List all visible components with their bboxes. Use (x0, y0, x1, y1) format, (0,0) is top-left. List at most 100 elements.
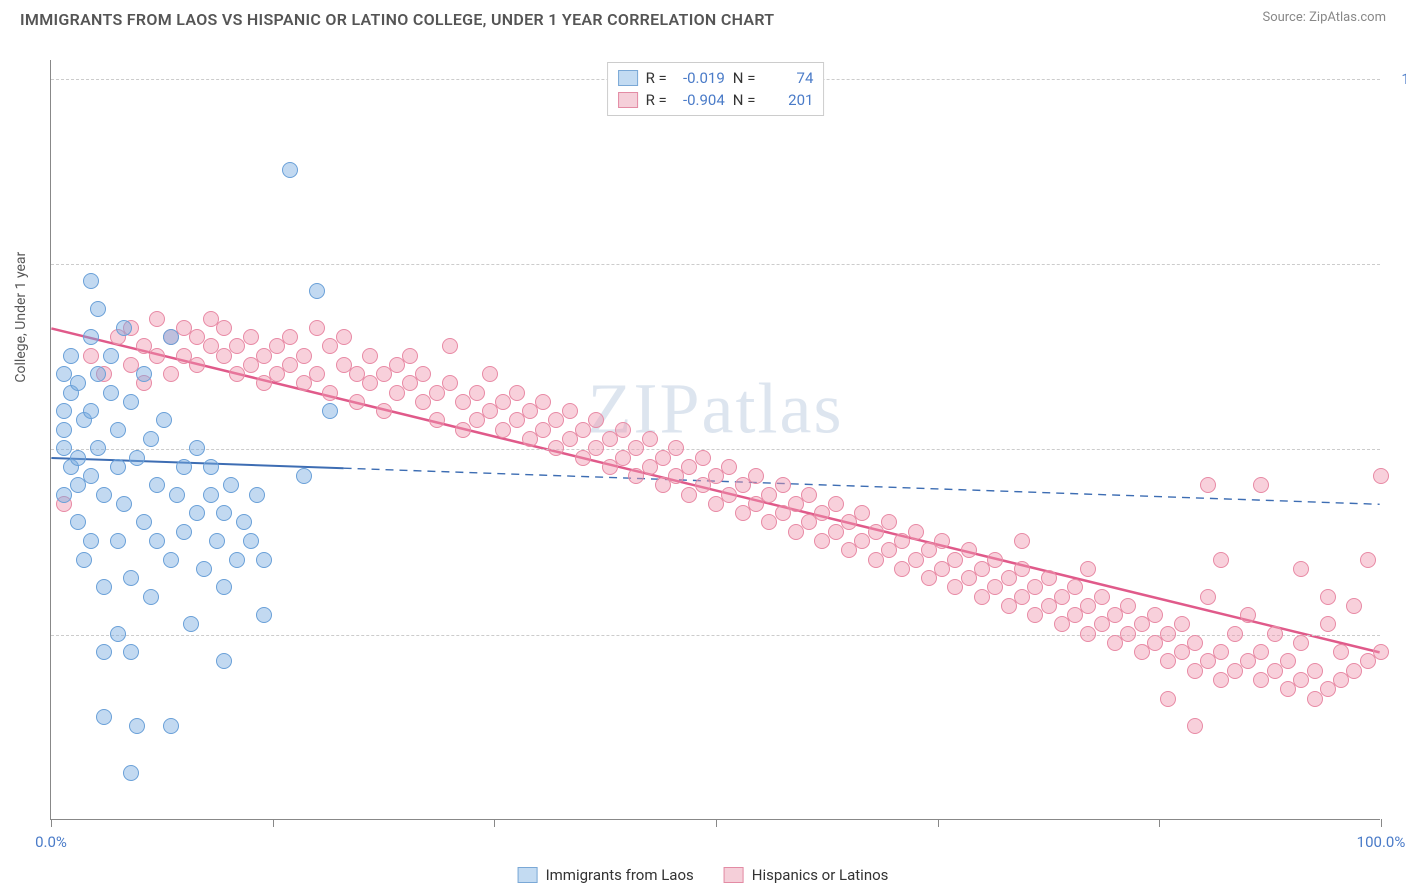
data-point (163, 329, 179, 345)
data-point (1293, 561, 1309, 577)
data-point (349, 394, 365, 410)
data-point (110, 533, 126, 549)
data-point (149, 311, 165, 327)
data-point (1267, 626, 1283, 642)
data-point (668, 440, 684, 456)
data-point (243, 533, 259, 549)
x-tick (273, 819, 274, 827)
data-point (1014, 561, 1030, 577)
data-point (123, 570, 139, 586)
data-point (163, 552, 179, 568)
data-point (1174, 616, 1190, 632)
data-point (1280, 653, 1296, 669)
header: IMMIGRANTS FROM LAOS VS HISPANIC OR LATI… (0, 0, 1406, 35)
legend-n-stat: N =74 (733, 69, 814, 87)
data-point (1200, 477, 1216, 493)
x-tick (51, 819, 52, 827)
legend-label: Immigrants from Laos (546, 866, 694, 884)
legend-stat-row: R =-0.904N =201 (618, 89, 814, 111)
data-point (1293, 635, 1309, 651)
data-point (63, 348, 79, 364)
data-point (223, 477, 239, 493)
data-point (236, 514, 252, 530)
data-point (256, 607, 272, 623)
data-point (1213, 644, 1229, 660)
data-point (309, 366, 325, 382)
x-tick (938, 819, 939, 827)
data-point (748, 468, 764, 484)
data-point (116, 320, 132, 336)
data-point (1333, 644, 1349, 660)
data-point (282, 329, 298, 345)
data-point (1200, 589, 1216, 605)
data-point (96, 487, 112, 503)
x-tick (1381, 819, 1382, 827)
x-tick (494, 819, 495, 827)
data-point (1253, 644, 1269, 660)
data-point (376, 403, 392, 419)
legend-item: Hispanics or Latinos (724, 866, 889, 884)
data-point (1373, 468, 1389, 484)
data-point (90, 440, 106, 456)
data-point (209, 533, 225, 549)
data-point (775, 477, 791, 493)
data-point (96, 644, 112, 660)
data-point (469, 385, 485, 401)
data-point (249, 487, 265, 503)
data-point (70, 514, 86, 530)
data-point (136, 366, 152, 382)
trend-lines-layer (51, 60, 1380, 819)
data-point (143, 589, 159, 605)
legend-label: Hispanics or Latinos (752, 866, 889, 884)
data-point (83, 329, 99, 345)
data-point (103, 385, 119, 401)
data-point (96, 709, 112, 725)
data-point (296, 468, 312, 484)
data-point (143, 431, 159, 447)
data-point (535, 394, 551, 410)
data-point (123, 644, 139, 660)
data-point (987, 552, 1003, 568)
data-point (1187, 718, 1203, 734)
gridline (51, 449, 1380, 450)
data-point (1360, 552, 1376, 568)
data-point (1213, 552, 1229, 568)
data-point (402, 348, 418, 364)
data-point (442, 338, 458, 354)
data-point (1240, 607, 1256, 623)
data-point (136, 514, 152, 530)
data-point (322, 403, 338, 419)
chart-title: IMMIGRANTS FROM LAOS VS HISPANIC OR LATI… (20, 10, 774, 29)
data-point (149, 348, 165, 364)
data-point (854, 505, 870, 521)
legend-swatch (618, 92, 638, 108)
data-point (83, 533, 99, 549)
data-point (169, 487, 185, 503)
data-point (1094, 589, 1110, 605)
data-point (415, 366, 431, 382)
data-point (881, 514, 897, 530)
source-attribution: Source: ZipAtlas.com (1262, 10, 1386, 25)
data-point (123, 394, 139, 410)
data-point (189, 505, 205, 521)
data-point (216, 653, 232, 669)
data-point (56, 422, 72, 438)
data-point (176, 524, 192, 540)
data-point (801, 487, 817, 503)
data-point (1041, 570, 1057, 586)
data-point (1346, 598, 1362, 614)
data-point (149, 533, 165, 549)
data-point (129, 450, 145, 466)
legend-stat-row: R =-0.019N =74 (618, 67, 814, 89)
data-point (1014, 533, 1030, 549)
data-point (103, 348, 119, 364)
data-point (83, 348, 99, 364)
y-tick-label: 40.0% (1390, 626, 1406, 644)
legend-swatch (618, 70, 638, 86)
data-point (76, 552, 92, 568)
data-point (70, 375, 86, 391)
data-point (96, 579, 112, 595)
data-point (322, 385, 338, 401)
data-point (156, 412, 172, 428)
data-point (116, 496, 132, 512)
